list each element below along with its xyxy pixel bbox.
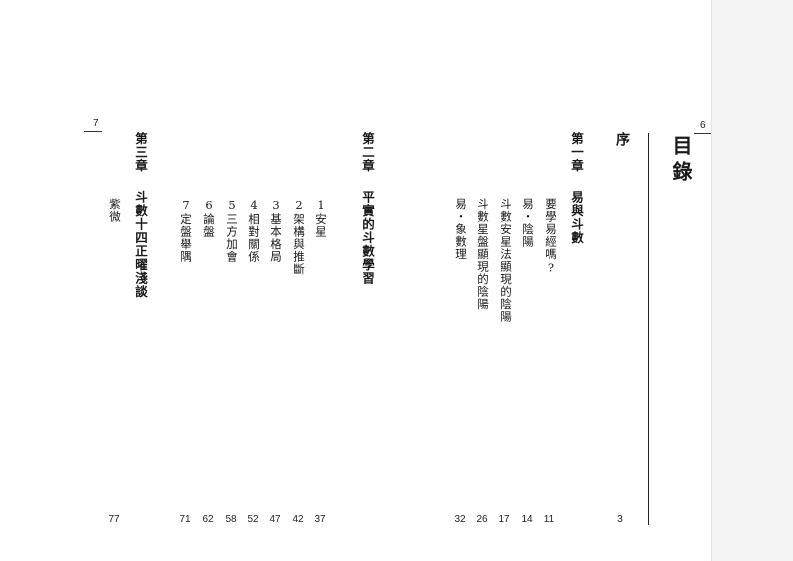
toc-title: 目錄 — [669, 135, 693, 187]
toc-page-ch3-1: 77 — [108, 514, 120, 525]
chapter1-label: 第一章 — [569, 132, 584, 173]
toc-page-ch1-5: 32 — [454, 514, 466, 525]
toc-entry-ch2-6: 6論盤 — [202, 198, 216, 238]
toc-page-ch2-7: 71 — [179, 514, 191, 525]
preface-heading: 序 — [614, 132, 630, 146]
toc-page-ch2-2: 42 — [292, 514, 304, 525]
chapter1-title: 易與斗數 — [569, 190, 584, 245]
title-divider — [648, 133, 649, 525]
toc-entry-ch2-2: 2架構與推斷 — [292, 198, 306, 276]
toc-entry-ch2-5: 5三方加會 — [225, 198, 239, 263]
page-number-left: 7 — [93, 118, 99, 129]
chapter3-heading: 第三章斗數十四正曜淺談 — [131, 132, 150, 299]
page-gutter — [712, 0, 793, 561]
toc-page-ch1-2: 14 — [521, 514, 533, 525]
toc-page-ch1-1: 11 — [543, 514, 555, 525]
chapter3-title: 斗數十四正曜淺談 — [133, 190, 148, 299]
toc-page-ch1-4: 26 — [476, 514, 488, 525]
page-number-rule-right — [694, 133, 711, 134]
chapter3-label: 第三章 — [133, 132, 148, 173]
toc-entry-ch1-1: 要學易經嗎? — [544, 198, 558, 276]
toc-entry-ch1-2: 易・陰陽 — [521, 198, 535, 248]
chapter2-title: 平實的斗數學習 — [360, 190, 375, 286]
preface-page: 3 — [617, 514, 623, 525]
page-number-rule-left — [84, 131, 102, 132]
toc-page-ch2-3: 47 — [269, 514, 281, 525]
page-number-right: 6 — [700, 120, 706, 131]
toc-entry-ch2-1: 1安星 — [314, 198, 328, 238]
toc-entry-ch1-4: 斗數星盤顯現的陰陽 — [476, 198, 490, 311]
toc-entry-ch1-3: 斗數安星法顯現的陰陽 — [499, 198, 513, 323]
toc-entry-ch2-4: 4相對關係 — [247, 198, 261, 263]
toc-entry-ch3-1: 紫微 — [108, 198, 122, 223]
gutter-edge — [711, 0, 712, 561]
toc-page-ch2-6: 62 — [202, 514, 214, 525]
chapter2-label: 第二章 — [360, 132, 375, 173]
chapter2-heading: 第二章平實的斗數學習 — [358, 132, 377, 285]
chapter1-heading: 第一章易與斗數 — [567, 132, 586, 245]
toc-page-ch1-3: 17 — [498, 514, 510, 525]
toc-page-ch2-1: 37 — [314, 514, 326, 525]
toc-entry-ch1-5: 易・象數理 — [454, 198, 468, 261]
toc-page-ch2-5: 58 — [225, 514, 237, 525]
toc-entry-ch2-3: 3基本格局 — [269, 198, 283, 263]
toc-page-ch2-4: 52 — [247, 514, 259, 525]
toc-entry-ch2-7: 7定盤舉隅 — [179, 198, 193, 263]
